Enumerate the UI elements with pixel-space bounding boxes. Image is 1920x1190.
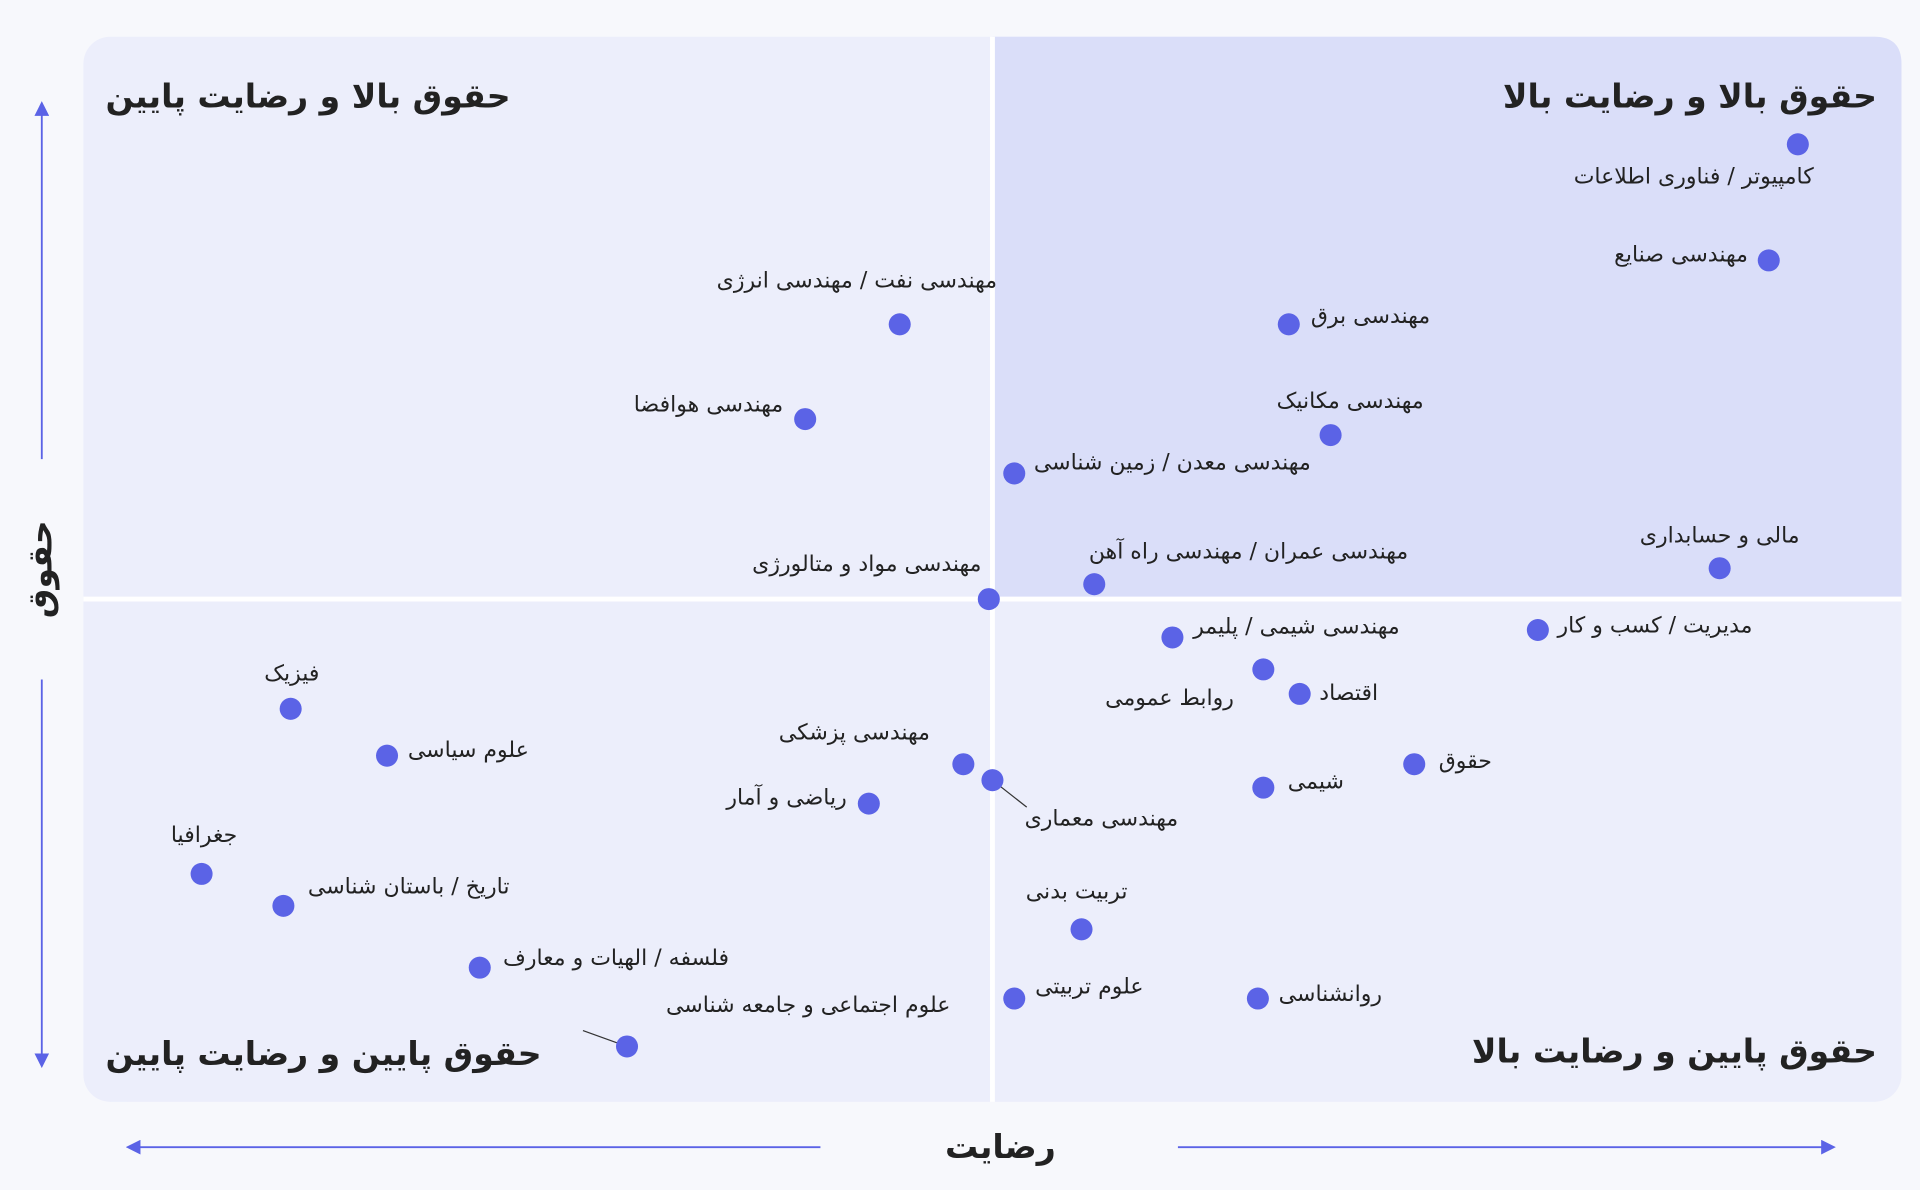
point xyxy=(1161,626,1184,649)
point-label: تاریخ / باستان شناسی xyxy=(308,875,510,900)
point xyxy=(615,1035,639,1058)
point xyxy=(1277,313,1300,336)
quadrant-label: حقوق بالا و رضایت پایین xyxy=(105,76,510,116)
point xyxy=(1246,987,1269,1010)
point xyxy=(1003,462,1026,485)
point xyxy=(1003,987,1026,1010)
point-label: مهندسی مکانیک xyxy=(1277,389,1424,414)
point xyxy=(1403,753,1426,776)
point-label: کامپیوتر / فناوری اطلاعات xyxy=(1574,164,1815,189)
point-label: فلسفه / الهیات و معارف xyxy=(503,946,729,971)
point-label: روانشناسی xyxy=(1279,982,1382,1007)
point xyxy=(1526,618,1549,642)
point xyxy=(279,697,302,720)
point xyxy=(1252,658,1275,681)
point-label: مهندسی عمران / مهندسی راه آهن xyxy=(1089,537,1408,564)
point-label: مهندسی مواد و متالورژی xyxy=(752,552,981,577)
point xyxy=(981,769,1004,792)
point xyxy=(1319,424,1342,447)
point-label: مهندسی هوافضا xyxy=(634,393,783,418)
point-label: مهندسی شیمی / پلیمر xyxy=(1192,615,1399,640)
point xyxy=(1252,776,1275,799)
point-label: جغرافیا xyxy=(171,823,237,848)
quadrant-label: حقوق پایین و رضایت پایین xyxy=(105,1034,541,1074)
point-label: مهندسی صنایع xyxy=(1614,243,1748,268)
point xyxy=(857,792,880,815)
point xyxy=(272,894,295,917)
quadrant-label: حقوق بالا و رضایت بالا xyxy=(1503,76,1877,116)
point xyxy=(1708,557,1731,580)
point-label: شیمی xyxy=(1288,770,1344,795)
point xyxy=(376,744,399,767)
point-label: مهندسی معدن / زمین شناسی xyxy=(1034,451,1311,476)
point xyxy=(1757,249,1780,272)
point xyxy=(190,862,213,885)
point-label: علوم تربیتی xyxy=(1035,975,1143,1000)
plot-background xyxy=(83,36,1902,1102)
quadrant-highlight xyxy=(992,36,1902,600)
point-label: ریاضی و آمار xyxy=(725,784,846,811)
point xyxy=(794,408,817,431)
point-label: مدیریت / کسب و کار xyxy=(1556,613,1752,638)
quadrant-label: حقوق پایین و رضایت بالا xyxy=(1472,1031,1877,1071)
point xyxy=(468,956,491,979)
point-label: فیزیک xyxy=(264,662,319,687)
point-label: اقتصاد xyxy=(1319,681,1378,706)
point xyxy=(1786,133,1809,156)
point-label: مهندسی برق xyxy=(1311,304,1430,329)
point-label: مهندسی معماری xyxy=(1025,806,1179,831)
point xyxy=(1070,918,1093,941)
point-label: حقوق xyxy=(1439,749,1492,774)
point xyxy=(1288,682,1311,705)
point-label: تربیت بدنی xyxy=(1026,880,1128,905)
y-axis-label: حقوق xyxy=(20,520,60,618)
point xyxy=(977,588,1000,611)
point xyxy=(1083,573,1106,596)
point xyxy=(952,753,975,776)
point-label: علوم سیاسی xyxy=(408,738,529,763)
point-label: روابط عمومی xyxy=(1105,686,1234,711)
point-label: مهندسی پزشکی xyxy=(779,721,930,746)
point-label: علوم اجتماعی و جامعه شناسی xyxy=(666,993,950,1018)
x-axis-label: رضایت xyxy=(945,1127,1056,1166)
point xyxy=(888,313,911,336)
point-label: مالی و حسابداری xyxy=(1640,523,1800,548)
point-label: مهندسی نفت / مهندسی انرژی xyxy=(717,268,997,293)
